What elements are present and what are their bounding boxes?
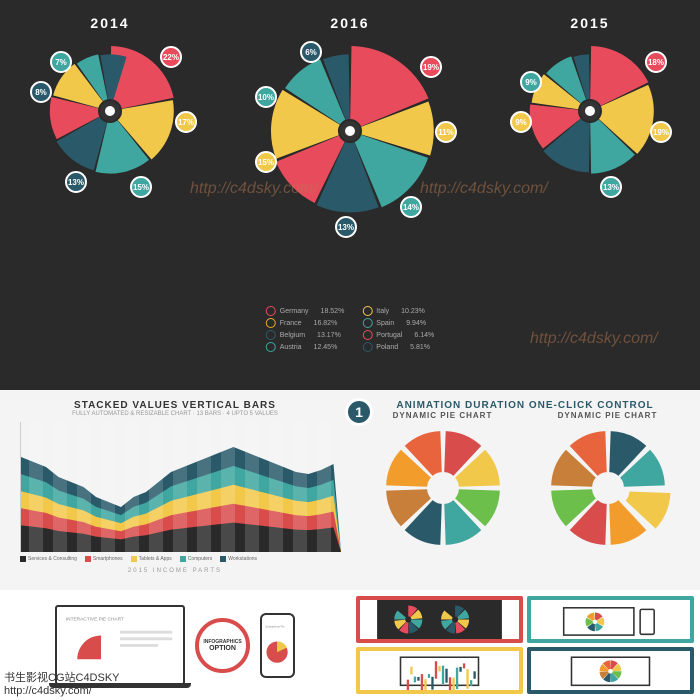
callout-label: 6% bbox=[300, 41, 322, 63]
stacked-bars-section: STACKED VALUES VERTICAL BARS FULLY AUTOM… bbox=[0, 390, 350, 590]
dyn-pies-row: DYNAMIC PIE CHART DYNAMIC PIE CHART bbox=[360, 411, 690, 580]
pie-chart: 18%19%13%9%9% bbox=[520, 41, 660, 181]
stacked-footer: 2015 INCOME PARTS bbox=[10, 568, 340, 574]
callout-label: 9% bbox=[520, 71, 542, 93]
dyn-pie-label: DYNAMIC PIE CHART bbox=[558, 411, 658, 420]
callout-label: 15% bbox=[255, 151, 277, 173]
callout-label: 22% bbox=[160, 46, 182, 68]
phone-icon: Smartphone Pie bbox=[260, 613, 295, 678]
legend-item: Italy10.23% bbox=[362, 306, 434, 316]
dyn-pie-label: DYNAMIC PIE CHART bbox=[393, 411, 493, 420]
thumbnail-3[interactable] bbox=[527, 647, 694, 694]
legend-item: Tablets & Apps bbox=[131, 556, 172, 562]
caption-text: 书生影视CG站C4DSKY http://c4dsky.com/ bbox=[4, 672, 120, 698]
legend-item: Poland5.81% bbox=[362, 342, 434, 352]
callout-label: 17% bbox=[175, 111, 197, 133]
dynamic-pie-0: DYNAMIC PIE CHART bbox=[378, 411, 508, 580]
svg-text:Smartphone Pie: Smartphone Pie bbox=[266, 624, 285, 628]
bottom-panel: INTERACTIVE PIE CHART INFOGRAPHICS OPTIO… bbox=[0, 590, 700, 700]
callout-label: 11% bbox=[435, 121, 457, 143]
callout-label: 18% bbox=[645, 51, 667, 73]
center-dot-icon bbox=[340, 121, 360, 141]
callout-label: 10% bbox=[255, 86, 277, 108]
thumbnail-2[interactable] bbox=[356, 647, 523, 694]
callout-label: 19% bbox=[420, 56, 442, 78]
infographics-badge: INFOGRAPHICS OPTION bbox=[195, 618, 250, 673]
legend-item: Austria12.45% bbox=[266, 342, 345, 352]
callout-label: 15% bbox=[130, 176, 152, 198]
callout-label: 9% bbox=[510, 111, 532, 133]
legend-item: Computers bbox=[180, 556, 212, 562]
dynamic-pie-1: DYNAMIC PIE CHART bbox=[543, 411, 673, 580]
stacked-legend: Services & Consulting Smartphones Tablets … bbox=[20, 556, 340, 562]
legend-item: Services & Consulting bbox=[20, 556, 77, 562]
top-charts-panel: 201422%17%15%13%8%7%201619%11%14%13%15%1… bbox=[0, 0, 700, 390]
center-dot-icon bbox=[100, 101, 120, 121]
callout-label: 13% bbox=[335, 216, 357, 238]
callout-label: 14% bbox=[400, 196, 422, 218]
legend-item: Germany18.52% bbox=[266, 306, 345, 316]
year-label: 2016 bbox=[330, 15, 369, 31]
dynamic-pies-section: ANIMATION DURATION ONE-CLICK CONTROL DYN… bbox=[350, 390, 700, 590]
step-badge: 1 bbox=[345, 398, 373, 426]
thumbnail-1[interactable] bbox=[527, 596, 694, 643]
legend-item: Spain9.94% bbox=[362, 318, 434, 328]
center-dot-icon bbox=[580, 101, 600, 121]
legend-item: Belgium13.17% bbox=[266, 330, 345, 340]
stacked-title: STACKED VALUES VERTICAL BARS bbox=[10, 400, 340, 411]
year-chart-2014: 2014 22%17%15%13%8%7% bbox=[40, 15, 180, 390]
pie-chart: 22%17%15%13%8%7% bbox=[40, 41, 180, 181]
thumbnails-grid bbox=[350, 590, 700, 700]
legend-item: Workstations bbox=[220, 556, 257, 562]
watermark-text: http://c4dsky.com/ bbox=[190, 180, 318, 198]
svg-text:INTERACTIVE PIE CHART: INTERACTIVE PIE CHART bbox=[66, 616, 124, 622]
stacked-chart bbox=[20, 422, 340, 552]
year-label: 2015 bbox=[570, 15, 609, 31]
callout-label: 13% bbox=[600, 176, 622, 198]
callout-label: 13% bbox=[65, 171, 87, 193]
stacked-sub: FULLY AUTOMATED & RESIZABLE CHART · 13 B… bbox=[10, 411, 340, 417]
top-legend: Germany18.52% Italy10.23% France16.82% Spai… bbox=[266, 306, 434, 352]
year-label: 2014 bbox=[90, 15, 129, 31]
mid-panel: STACKED VALUES VERTICAL BARS FULLY AUTOM… bbox=[0, 390, 700, 590]
callout-label: 8% bbox=[30, 81, 52, 103]
watermark-text: http://c4dsky.com/ bbox=[530, 330, 658, 348]
thumbnail-0[interactable] bbox=[356, 596, 523, 643]
watermark-text: http://c4dsky.com/ bbox=[420, 180, 548, 198]
legend-item: Smartphones bbox=[85, 556, 123, 562]
callout-label: 19% bbox=[650, 121, 672, 143]
legend-item: Portugal6.14% bbox=[362, 330, 434, 340]
callout-label: 7% bbox=[50, 51, 72, 73]
legend-item: France16.82% bbox=[266, 318, 345, 328]
anim-title: ANIMATION DURATION ONE-CLICK CONTROL bbox=[360, 400, 690, 411]
